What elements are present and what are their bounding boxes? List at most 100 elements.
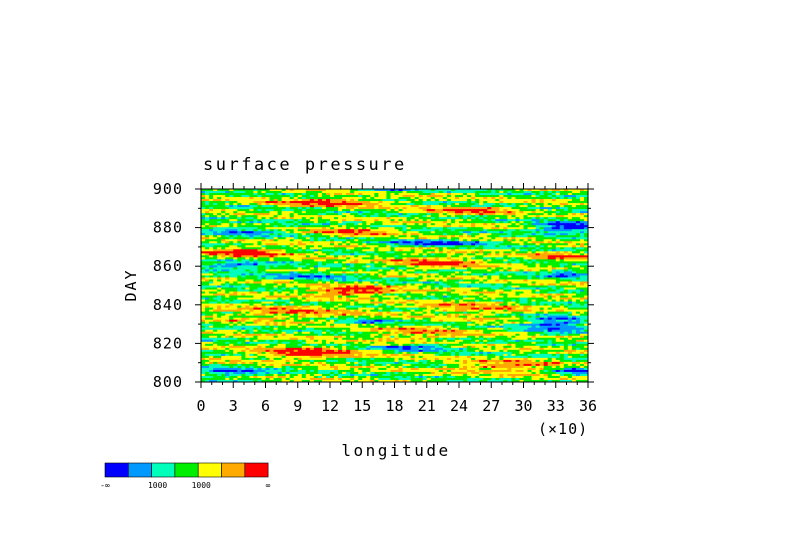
heatmap-cell xyxy=(265,253,270,256)
heatmap-cell xyxy=(378,203,383,206)
heatmap-cell xyxy=(394,229,399,232)
heatmap-cell xyxy=(201,277,206,280)
heatmap-cell xyxy=(241,289,246,292)
heatmap-cell xyxy=(531,245,536,248)
heatmap-cell xyxy=(463,217,468,220)
heatmap-cell xyxy=(422,197,428,200)
heatmap-cell xyxy=(531,259,536,262)
heatmap-cell xyxy=(515,213,520,216)
heatmap-cell xyxy=(325,235,331,238)
heatmap-cell xyxy=(422,291,428,294)
heatmap-cell xyxy=(523,277,528,280)
heatmap-cell xyxy=(551,241,557,244)
heatmap-cell xyxy=(273,283,278,286)
heatmap-cell xyxy=(317,195,323,198)
heatmap-cell xyxy=(446,263,452,266)
heatmap-cell xyxy=(221,227,226,230)
heatmap-cell xyxy=(531,227,536,230)
heatmap-cell xyxy=(281,207,287,210)
heatmap-cell xyxy=(495,229,500,232)
heatmap-cell xyxy=(422,281,428,284)
heatmap-cell xyxy=(217,219,222,222)
heatmap-cell xyxy=(519,261,524,264)
heatmap-cell xyxy=(430,207,436,210)
heatmap-cell xyxy=(539,263,545,266)
heatmap-cell xyxy=(475,287,480,290)
heatmap-cell xyxy=(205,199,210,202)
heatmap-cell xyxy=(394,279,399,282)
heatmap-cell xyxy=(527,285,532,288)
heatmap-cell xyxy=(317,261,323,264)
heatmap-cell xyxy=(563,257,569,260)
heatmap-cell xyxy=(233,277,238,280)
heatmap-cell xyxy=(487,277,492,280)
heatmap-cell xyxy=(338,287,343,290)
heatmap-cell xyxy=(442,263,448,266)
heatmap-cell xyxy=(491,259,496,262)
heatmap-cell xyxy=(217,191,222,194)
heatmap-cell xyxy=(362,245,367,248)
heatmap-cell xyxy=(370,269,375,272)
heatmap-cell xyxy=(459,235,464,238)
heatmap-cell xyxy=(253,253,258,256)
heatmap-cell xyxy=(394,285,399,288)
heatmap-cell xyxy=(583,265,589,268)
heatmap-cell xyxy=(342,213,347,216)
heatmap-cell xyxy=(414,231,420,234)
heatmap-cell xyxy=(426,205,432,208)
heatmap-cell xyxy=(438,241,444,244)
heatmap-cell xyxy=(237,205,242,208)
heatmap-cell xyxy=(583,287,589,290)
heatmap-cell xyxy=(229,201,234,204)
heatmap-cell xyxy=(309,213,315,216)
heatmap-cell xyxy=(301,195,307,198)
heatmap-cell xyxy=(350,257,355,260)
heatmap-cell xyxy=(350,217,355,220)
heatmap-cell xyxy=(459,217,464,220)
heatmap-cell xyxy=(527,209,532,212)
heatmap-cell xyxy=(277,277,283,280)
heatmap-cell xyxy=(366,233,371,236)
heatmap-cell xyxy=(237,233,242,236)
heatmap-cell xyxy=(430,225,436,228)
heatmap-cell xyxy=(563,213,569,216)
heatmap-cell xyxy=(338,199,343,202)
heatmap-cell xyxy=(454,225,460,228)
heatmap-cell xyxy=(539,255,545,258)
heatmap-cell xyxy=(394,205,399,208)
heatmap-cell xyxy=(454,231,460,234)
heatmap-cell xyxy=(374,231,379,234)
heatmap-cell xyxy=(531,251,536,254)
heatmap-cell xyxy=(374,233,379,236)
heatmap-cell xyxy=(233,275,238,278)
heatmap-cell xyxy=(579,223,585,226)
heatmap-cell xyxy=(201,273,206,276)
heatmap-cell xyxy=(491,233,496,236)
heatmap-cell xyxy=(571,291,577,294)
heatmap-cell xyxy=(414,225,420,228)
heatmap-cell xyxy=(366,203,371,206)
heatmap-cell xyxy=(483,241,488,244)
heatmap-cell xyxy=(495,189,500,192)
heatmap-cell xyxy=(475,253,480,256)
heatmap-cell xyxy=(450,279,456,282)
heatmap-cell xyxy=(471,251,476,254)
heatmap-cell xyxy=(213,283,218,286)
heatmap-cell xyxy=(410,237,416,240)
heatmap-cell xyxy=(330,259,335,262)
heatmap-cell xyxy=(358,271,363,274)
heatmap-cell xyxy=(378,237,383,240)
heatmap-cell xyxy=(330,251,335,254)
heatmap-cell xyxy=(253,191,258,194)
heatmap-cell xyxy=(221,237,226,240)
heatmap-cell xyxy=(366,277,371,280)
heatmap-cell xyxy=(535,205,541,208)
heatmap-cell xyxy=(575,215,581,218)
heatmap-cell xyxy=(471,201,476,204)
heatmap-cell xyxy=(366,189,371,192)
heatmap-cell xyxy=(305,205,311,208)
heatmap-cell xyxy=(402,267,407,270)
heatmap-cell xyxy=(261,231,266,234)
heatmap-cell xyxy=(293,277,299,280)
heatmap-cell xyxy=(273,189,278,192)
